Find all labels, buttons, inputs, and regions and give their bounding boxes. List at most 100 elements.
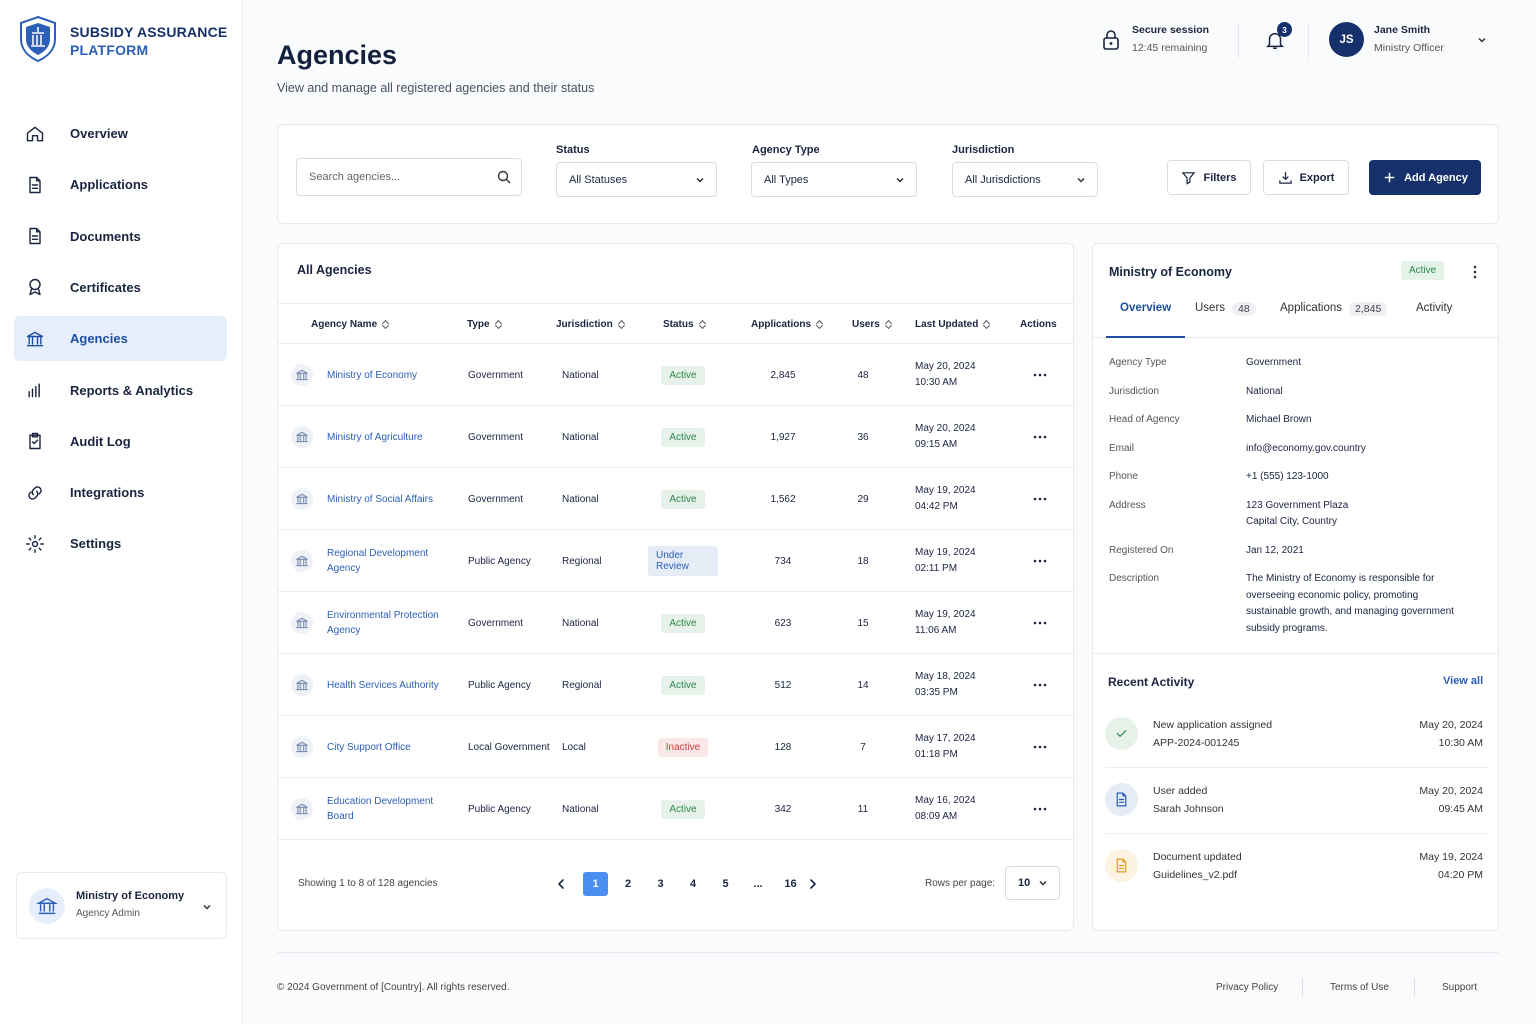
bank-icon-path bbox=[296, 617, 308, 629]
cell-text: 48 bbox=[857, 369, 869, 381]
more-button[interactable] bbox=[1471, 264, 1479, 280]
page-button[interactable]: ... bbox=[753, 878, 763, 890]
column-header[interactable]: Status bbox=[663, 304, 706, 344]
column-header[interactable]: Applications bbox=[751, 304, 823, 344]
bank-icon bbox=[296, 431, 308, 443]
cell-text: Government bbox=[468, 617, 524, 629]
next-page-path bbox=[810, 879, 816, 889]
updated-time: 02:11 PM bbox=[915, 563, 958, 574]
nav-item[interactable]: Reports & Analytics bbox=[14, 368, 227, 413]
agency-name[interactable]: Ministry of Economy bbox=[327, 369, 418, 381]
detail-field: Address 123 Government Plaza Capital City,… bbox=[1109, 498, 1456, 531]
tab-label: Users bbox=[1195, 302, 1226, 314]
select-value: 10 bbox=[1018, 877, 1031, 889]
view-all-link[interactable]: View all bbox=[1443, 675, 1484, 687]
cell[interactable] bbox=[1020, 344, 1060, 406]
cell[interactable] bbox=[1020, 654, 1060, 716]
cell-text: 512 bbox=[774, 679, 792, 691]
footer-link[interactable]: Terms of Use bbox=[1330, 982, 1389, 993]
nav-item[interactable]: Documents bbox=[14, 214, 227, 259]
export-button[interactable]: Export bbox=[1263, 160, 1349, 195]
detail-field: Agency Type Government bbox=[1109, 355, 1456, 372]
filters-button[interactable]: Filters bbox=[1167, 160, 1251, 195]
column-header[interactable]: Type bbox=[467, 304, 502, 344]
nav-item[interactable]: Settings bbox=[14, 521, 227, 566]
page-button[interactable]: 3 bbox=[657, 878, 664, 890]
nav-icon bbox=[29, 176, 41, 194]
nav-icon bbox=[29, 279, 41, 296]
table-row[interactable]: Environmental Protection Agency Governmen… bbox=[278, 592, 1075, 654]
cell-text: 1,562 bbox=[770, 493, 796, 505]
agency-icon bbox=[291, 550, 313, 572]
nav-icon-path bbox=[28, 485, 42, 500]
account-name: Ministry of Economy bbox=[76, 890, 185, 902]
agency-name[interactable]: Ministry of Agriculture bbox=[327, 431, 423, 443]
footer-links: Privacy Policy Terms of Use Support bbox=[1196, 976, 1496, 998]
tab[interactable]: Applications 2,845 bbox=[1280, 302, 1388, 338]
cell-text: Regional bbox=[562, 555, 602, 567]
agency-name[interactable]: Regional Development Agency bbox=[327, 548, 429, 574]
status-select[interactable]: All Statuses bbox=[556, 162, 717, 197]
rows-per-page-select[interactable]: 10 bbox=[1005, 866, 1060, 900]
agency-name[interactable]: Ministry of Social Affairs bbox=[327, 493, 433, 505]
add-button[interactable]: Add Agency bbox=[1369, 160, 1481, 195]
tab[interactable]: Activity bbox=[1416, 302, 1452, 338]
page-button[interactable]: 1 bbox=[583, 872, 608, 896]
nav-item[interactable]: Agencies bbox=[14, 316, 227, 362]
page-button[interactable]: 2 bbox=[624, 878, 632, 890]
column-header[interactable]: Users bbox=[852, 304, 892, 344]
page-button[interactable]: 16 bbox=[784, 878, 797, 890]
button-label: Export bbox=[1299, 171, 1335, 184]
activity-icon bbox=[1105, 717, 1138, 750]
detail-title: Ministry of Economy bbox=[1109, 265, 1232, 279]
table-row[interactable]: Health Services Authority Public Agency Re… bbox=[278, 654, 1075, 716]
cell-text: National bbox=[562, 431, 599, 443]
search-input[interactable]: Search agencies... bbox=[296, 158, 522, 196]
footer-link[interactable]: Support bbox=[1442, 982, 1478, 993]
page-button[interactable]: 5 bbox=[722, 878, 729, 890]
nav-item[interactable]: Overview bbox=[14, 111, 227, 156]
page-button[interactable]: 4 bbox=[689, 878, 697, 890]
column-header[interactable]: Agency Name bbox=[311, 304, 389, 344]
chevron[interactable] bbox=[1476, 34, 1488, 46]
nav-item[interactable]: Integrations bbox=[14, 470, 227, 515]
account-card[interactable]: Ministry of Economy Agency Admin bbox=[16, 872, 227, 939]
detail-fields: Agency Type Government Jurisdiction Nationa… bbox=[1109, 355, 1456, 649]
agency-name[interactable]: Environmental Protection Agency bbox=[327, 610, 439, 636]
cell: Local Government bbox=[468, 716, 558, 778]
table-row[interactable]: Ministry of Economy Government National Act… bbox=[278, 344, 1075, 406]
table-row[interactable]: City Support Office Local Government Local… bbox=[278, 716, 1075, 778]
cell: Public Agency bbox=[468, 778, 558, 840]
cell[interactable] bbox=[1020, 406, 1060, 468]
cell-text: 11 bbox=[857, 803, 869, 815]
user-avatar[interactable]: JS bbox=[1329, 22, 1364, 57]
field-value-line: Government bbox=[1246, 357, 1302, 368]
cell: Government bbox=[468, 406, 558, 468]
cell-text: Public Agency bbox=[468, 679, 531, 691]
agency-name[interactable]: Education Development Board bbox=[327, 796, 434, 822]
table-row[interactable]: Regional Development Agency Public Agency… bbox=[278, 530, 1075, 592]
cell[interactable] bbox=[1020, 468, 1060, 530]
agency-icon bbox=[291, 488, 313, 510]
logo bbox=[20, 15, 56, 63]
nav-item[interactable]: Certificates bbox=[14, 265, 227, 310]
jurisdiction-select[interactable]: All Jurisdictions bbox=[952, 162, 1098, 197]
table-row[interactable]: Ministry of Social Affairs Government Nati… bbox=[278, 468, 1075, 530]
column-header[interactable]: Last Updated bbox=[915, 304, 990, 344]
column-header[interactable]: Jurisdiction bbox=[556, 304, 625, 344]
cell[interactable] bbox=[1020, 592, 1060, 654]
column-label: Jurisdiction bbox=[556, 318, 613, 330]
nav-item[interactable]: Audit Log bbox=[14, 419, 227, 464]
cell[interactable] bbox=[1020, 716, 1060, 778]
table-row[interactable]: Ministry of Agriculture Government Nationa… bbox=[278, 406, 1075, 468]
cell[interactable] bbox=[1020, 778, 1060, 840]
agency-name[interactable]: City Support Office bbox=[327, 741, 411, 753]
tab[interactable]: Overview bbox=[1106, 302, 1186, 338]
nav-item[interactable]: Applications bbox=[14, 162, 227, 207]
cell[interactable] bbox=[1020, 530, 1060, 592]
tab[interactable]: Users 48 bbox=[1195, 302, 1256, 338]
table-row[interactable]: Education Development Board Public Agency… bbox=[278, 778, 1075, 840]
type-select[interactable]: All Types bbox=[751, 162, 917, 197]
agency-name[interactable]: Health Services Authority bbox=[327, 679, 439, 691]
footer-link[interactable]: Privacy Policy bbox=[1216, 982, 1279, 993]
